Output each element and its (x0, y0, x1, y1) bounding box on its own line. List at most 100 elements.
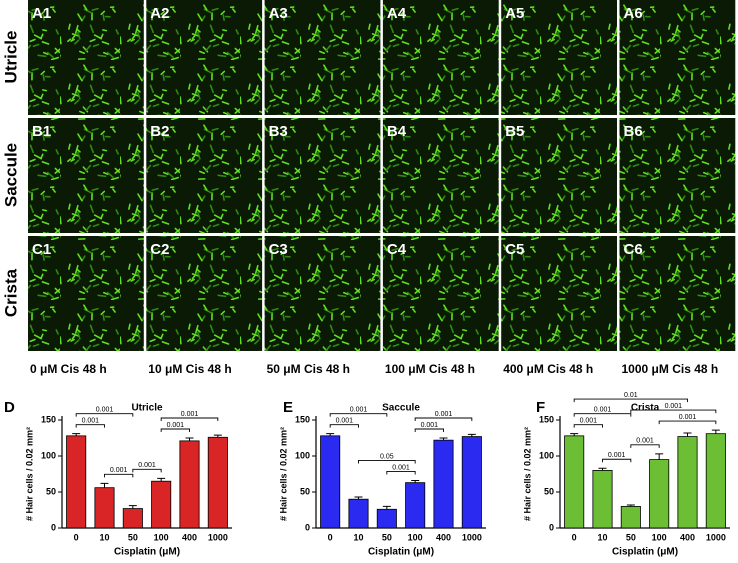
error-bar (439, 437, 448, 441)
y-axis-label: # Hair cells / 0.02 mm² (278, 427, 288, 521)
row-label: Saccule (1, 143, 20, 207)
panel-label: A6 (624, 5, 643, 22)
significance-bracket (75, 424, 105, 428)
micrograph (382, 236, 499, 351)
p-value-label: 0.05 (380, 453, 394, 460)
error-bar (128, 505, 137, 509)
panel-label: A5 (505, 5, 524, 22)
micrograph (146, 236, 263, 351)
x-tick-label: 400 (182, 532, 197, 542)
significance-bracket (573, 413, 632, 417)
bar (94, 487, 115, 529)
error-bar (570, 433, 579, 436)
bar (348, 498, 369, 529)
micrograph (382, 0, 499, 115)
micrograph (501, 236, 617, 351)
x-tick-label: 1000 (462, 532, 482, 542)
micrograph (382, 118, 499, 233)
error-bar (711, 429, 720, 434)
y-tick-label: 0 (51, 522, 56, 532)
y-tick-label: 50 (300, 486, 310, 496)
bar (705, 433, 726, 529)
x-tick-label: 0 (328, 532, 333, 542)
column-label: 0 μM Cis 48 h (30, 362, 107, 376)
bar (151, 480, 172, 529)
y-tick-label: 100 (41, 450, 56, 460)
error-bar (598, 467, 607, 471)
p-value-label: 0.001 (594, 407, 612, 414)
significance-bracket (414, 417, 473, 421)
x-axis-label: Cisplatin (μM) (368, 547, 434, 558)
bar (405, 482, 426, 529)
error-bar (72, 433, 81, 436)
chart-title: Utricle (131, 403, 163, 414)
p-value-label: 0.001 (96, 407, 114, 414)
micrograph (501, 0, 617, 115)
panel-label: B4 (387, 123, 407, 140)
y-tick-label: 150 (41, 414, 56, 424)
p-value-label: 0.001 (181, 411, 199, 418)
significance-bracket (573, 424, 603, 428)
p-value-label: 0.001 (636, 438, 654, 445)
x-tick-label: 100 (154, 532, 169, 542)
micrograph (146, 118, 263, 233)
micrograph (28, 0, 144, 115)
significance-bracket (75, 413, 134, 417)
x-axis-label: Cisplatin (μM) (114, 547, 180, 558)
error-bar (185, 437, 194, 441)
panel-letter: F (536, 399, 545, 416)
panel-letter: D (4, 399, 15, 416)
x-axis-label: Cisplatin (μM) (612, 547, 678, 558)
x-tick-label: 10 (353, 532, 363, 542)
micrograph (264, 0, 381, 115)
x-tick-label: 100 (652, 532, 667, 542)
panel-label: C4 (387, 241, 407, 258)
x-tick-label: 0 (74, 532, 79, 542)
bar (433, 439, 454, 529)
y-tick-label: 150 (539, 414, 554, 424)
bar (649, 459, 670, 529)
micrograph (619, 0, 736, 115)
panel-label: A1 (32, 5, 51, 22)
panel-label: A3 (269, 5, 288, 22)
panel-label: C6 (624, 241, 643, 258)
bar (564, 435, 585, 529)
x-tick-label: 50 (382, 532, 392, 542)
chart-title: Saccule (382, 403, 420, 414)
x-tick-label: 10 (597, 532, 607, 542)
p-value-label: 0.001 (580, 418, 598, 425)
bar (461, 436, 482, 529)
y-axis-label: # Hair cells / 0.02 mm² (24, 427, 34, 521)
x-tick-label: 400 (680, 532, 695, 542)
x-tick-label: 100 (408, 532, 423, 542)
significance-bracket (386, 471, 416, 475)
p-value-label: 0.001 (110, 467, 128, 474)
p-value-label: 0.001 (167, 422, 185, 429)
column-label: 100 μM Cis 48 h (385, 362, 475, 376)
error-bar (683, 432, 692, 437)
row-label: Utricle (1, 31, 20, 84)
column-label: 50 μM Cis 48 h (267, 362, 350, 376)
panel-label: C1 (32, 241, 51, 258)
panel-label: B6 (624, 123, 643, 140)
bar (66, 435, 87, 529)
panel-letter: E (283, 399, 293, 416)
micrograph (501, 118, 617, 233)
panel-label: C3 (269, 241, 288, 258)
p-value-label: 0.001 (82, 418, 100, 425)
panel-label: C2 (150, 241, 169, 258)
bar (592, 469, 613, 529)
p-value-label: 0.001 (336, 418, 354, 425)
y-tick-label: 0 (549, 522, 554, 532)
significance-bracket (160, 428, 190, 432)
significance-bracket (602, 458, 632, 463)
y-axis-label: # Hair cells / 0.02 mm² (522, 427, 532, 521)
significance-bracket (329, 424, 359, 428)
x-tick-label: 0 (572, 532, 577, 542)
significance-bracket (414, 428, 444, 432)
error-bar (157, 477, 166, 482)
p-value-label: 0.001 (665, 403, 683, 410)
bar (320, 435, 341, 529)
x-tick-label: 10 (99, 532, 109, 542)
error-bar (326, 433, 335, 436)
